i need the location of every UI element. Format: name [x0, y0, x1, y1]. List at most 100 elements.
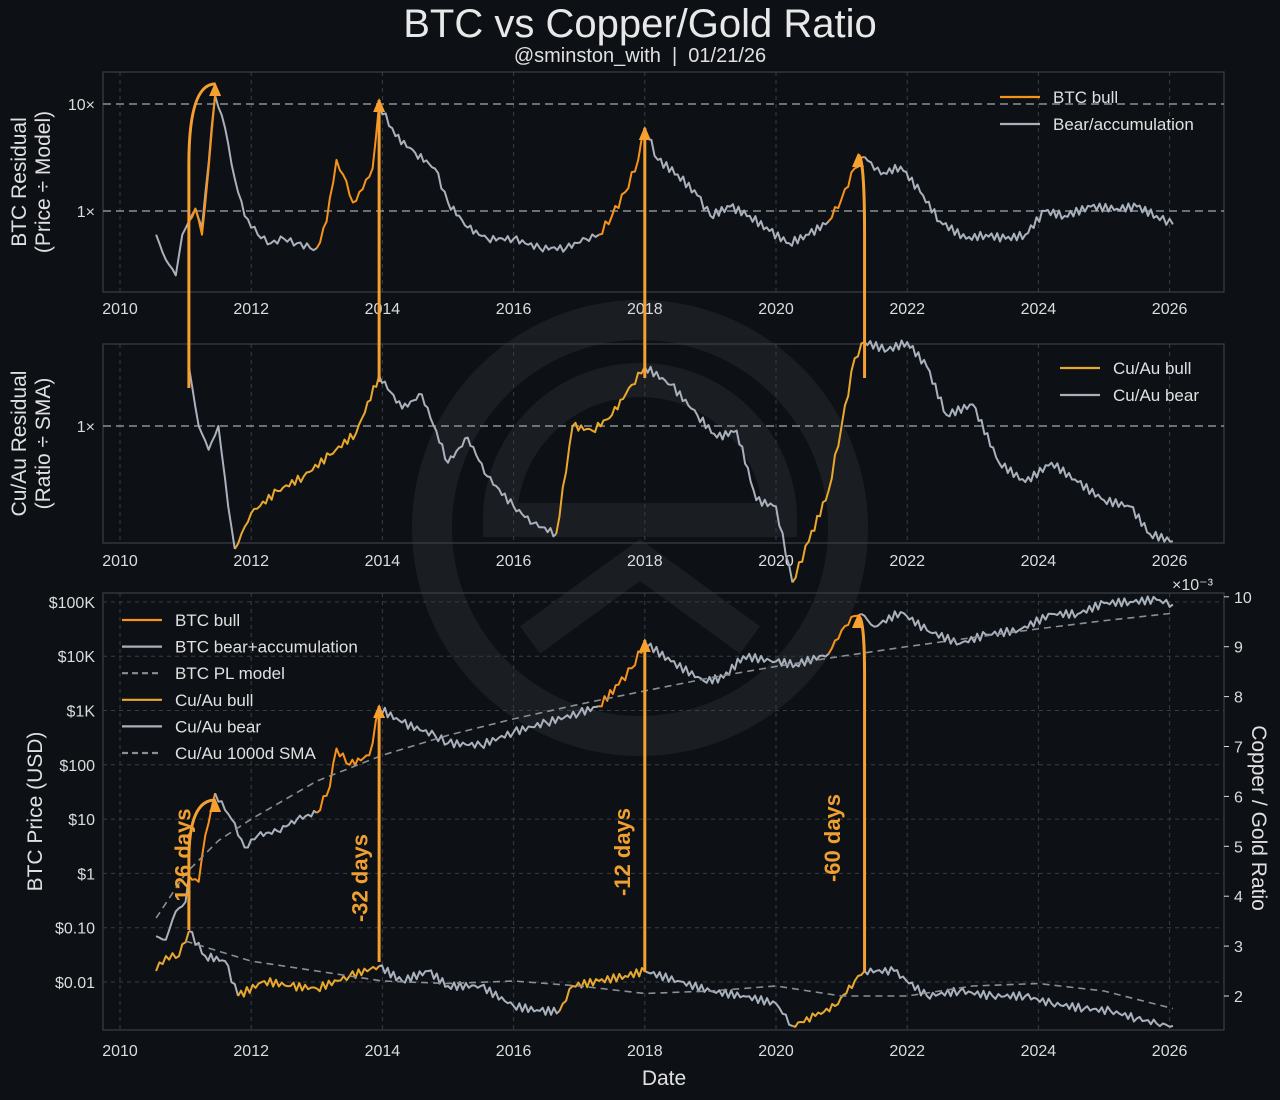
transition-arrow: [857, 153, 867, 378]
chart-title: BTC vs Copper/Gold Ratio: [403, 2, 877, 46]
legend: BTC bull Bear/accumulation: [1000, 88, 1194, 134]
right-tick-label: 2: [1234, 989, 1243, 1006]
legend: Cu/Au bull Cu/Au bear: [1060, 359, 1199, 405]
x-tick-label: 2010: [102, 553, 138, 570]
legend-label: BTC PL model: [175, 664, 285, 683]
x-tick-label: 2016: [496, 1043, 532, 1060]
lag-annotation: -12 days: [610, 808, 635, 896]
right-tick-label: 5: [1234, 839, 1243, 856]
panel-1: 2010 2012 2014 2016 2018 2020 2022 2024 202610×1…: [8, 71, 1225, 318]
legend-label: Cu/Au 1000d SMA: [175, 744, 316, 763]
y-tick-label: $10K: [58, 649, 96, 666]
x-tick-label: 2022: [889, 553, 925, 570]
x-tick-label: 2016: [496, 301, 532, 318]
arrow-head-icon: [638, 638, 651, 652]
panel-2: 2010 2012 2014 2016 2018 2020 2022 2024 2026 1× Cu…: [8, 339, 1225, 584]
x-tick-label: 2012: [233, 1043, 269, 1060]
series-line-cu-au-bull: [792, 970, 866, 1028]
series-line-cu-au-bull: [555, 366, 646, 535]
arrow-head-icon: [852, 153, 864, 167]
x-tick-label: 2026: [1152, 1043, 1188, 1060]
y-axis-label: BTC Price (USD): [24, 732, 47, 892]
y-tick-label: $0.01: [55, 975, 95, 992]
chart-subtitle: @sminston_with | 01/21/26: [513, 45, 767, 67]
lag-annotation: -60 days: [820, 794, 845, 882]
y-tick-label: 1×: [77, 419, 95, 436]
y-axis-label: Cu/Au Residual: [8, 371, 31, 517]
legend-label: Cu/Au bull: [175, 691, 253, 710]
series-line-btc-bear-accumulation: [378, 705, 600, 749]
right-tick-label: 8: [1234, 690, 1243, 707]
series-line-bear-accumulation: [378, 103, 600, 253]
x-tick-label: 2014: [365, 301, 401, 318]
right-tick-label: 4: [1234, 889, 1243, 906]
transition-arrow: [187, 82, 216, 388]
series-line-cu-au-bear: [378, 964, 561, 1016]
arrows-top: 126 days -32 days -12 days -60 days: [170, 82, 867, 972]
arrow-head-icon: [209, 82, 222, 96]
y-axis-label: (Price ÷ Model): [32, 111, 55, 253]
series-line-cu-au-bear: [378, 375, 557, 538]
y-tick-label: 10×: [68, 97, 95, 114]
x-tick-label: 2020: [758, 1043, 794, 1060]
y-axis-label: BTC Residual: [8, 117, 31, 247]
series-line-btc-bull: [188, 95, 217, 236]
legend-label: Cu/Au bear: [175, 717, 261, 736]
x-tick-label: 2020: [758, 301, 794, 318]
y-axis-label: (Ratio ÷ SMA): [32, 378, 55, 510]
right-axis-multiplier: ×10⁻³: [1172, 577, 1214, 594]
series-line-btc-bear-accumulation: [155, 875, 190, 941]
x-tick-label: 2024: [1021, 301, 1057, 318]
x-tick-label: 2024: [1021, 553, 1057, 570]
legend-label: Cu/Au bear: [1113, 386, 1199, 405]
y-tick-label: $100: [59, 758, 95, 775]
x-tick-label: 2012: [233, 553, 269, 570]
right-tick-label: 9: [1234, 640, 1243, 657]
series-line-cu-au-bull: [155, 930, 190, 972]
legend-label: BTC bull: [175, 611, 240, 630]
x-tick-label: 2016: [496, 553, 532, 570]
y-tick-label: $1: [77, 866, 95, 883]
x-tick-label: 2020: [758, 553, 794, 570]
x-tick-label: 2010: [102, 1043, 138, 1060]
y-tick-label: 1×: [77, 204, 95, 221]
series-line-cu-au-bull: [791, 341, 865, 584]
y-tick-label: $1K: [67, 704, 96, 721]
legend: BTC bull BTC bear+accumulation BTC PL mode…: [122, 611, 358, 763]
axes-frame: [102, 343, 1225, 544]
series-line-cu-au-bear: [188, 930, 240, 997]
series-line-bear-accumulation: [643, 127, 830, 247]
transition-arrow: [857, 614, 867, 972]
y-tick-label: $0.10: [55, 921, 95, 938]
series-line-cu-au-bear: [863, 966, 1174, 1028]
series-line-btc-bull: [316, 708, 381, 814]
series-line-cu-au-bear: [644, 970, 793, 1027]
series-line-bear-accumulation: [155, 94, 318, 277]
series-line-cu-au-bear: [187, 366, 236, 550]
lag-annotation: -32 days: [347, 834, 372, 922]
panel-3: 2010 2012 2014 2016 2018 2020 2022 2024 2026 $100…: [24, 577, 1270, 1090]
series-line-btc-bull: [598, 642, 646, 708]
right-tick-label: 10: [1234, 590, 1252, 607]
x-tick-label: 2018: [627, 553, 663, 570]
series-line-btc-pl-model: [155, 612, 1173, 919]
watermark-logo-icon: [412, 300, 868, 756]
series-line-cu-au-bull: [558, 967, 646, 1012]
lag-annotation: 126 days: [170, 809, 195, 902]
legend-label: BTC bull: [1053, 88, 1118, 107]
series-line-btc-bull: [598, 127, 646, 236]
axes-frame: [102, 592, 1225, 1031]
right-tick-label: 3: [1234, 939, 1243, 956]
x-tick-label: 2014: [365, 1043, 401, 1060]
x-tick-label: 2022: [889, 301, 925, 318]
series-line-bear-accumulation: [863, 156, 1174, 243]
y-tick-label: $10: [68, 812, 95, 829]
series-line-cu-au-bear: [863, 339, 1173, 543]
right-tick-label: 7: [1234, 740, 1243, 757]
x-tick-label: 2026: [1152, 301, 1188, 318]
series-line-btc-bull: [827, 613, 862, 655]
arrow-head-icon: [373, 704, 386, 718]
arrow-head-icon: [373, 98, 386, 112]
x-tick-label: 2022: [889, 1043, 925, 1060]
